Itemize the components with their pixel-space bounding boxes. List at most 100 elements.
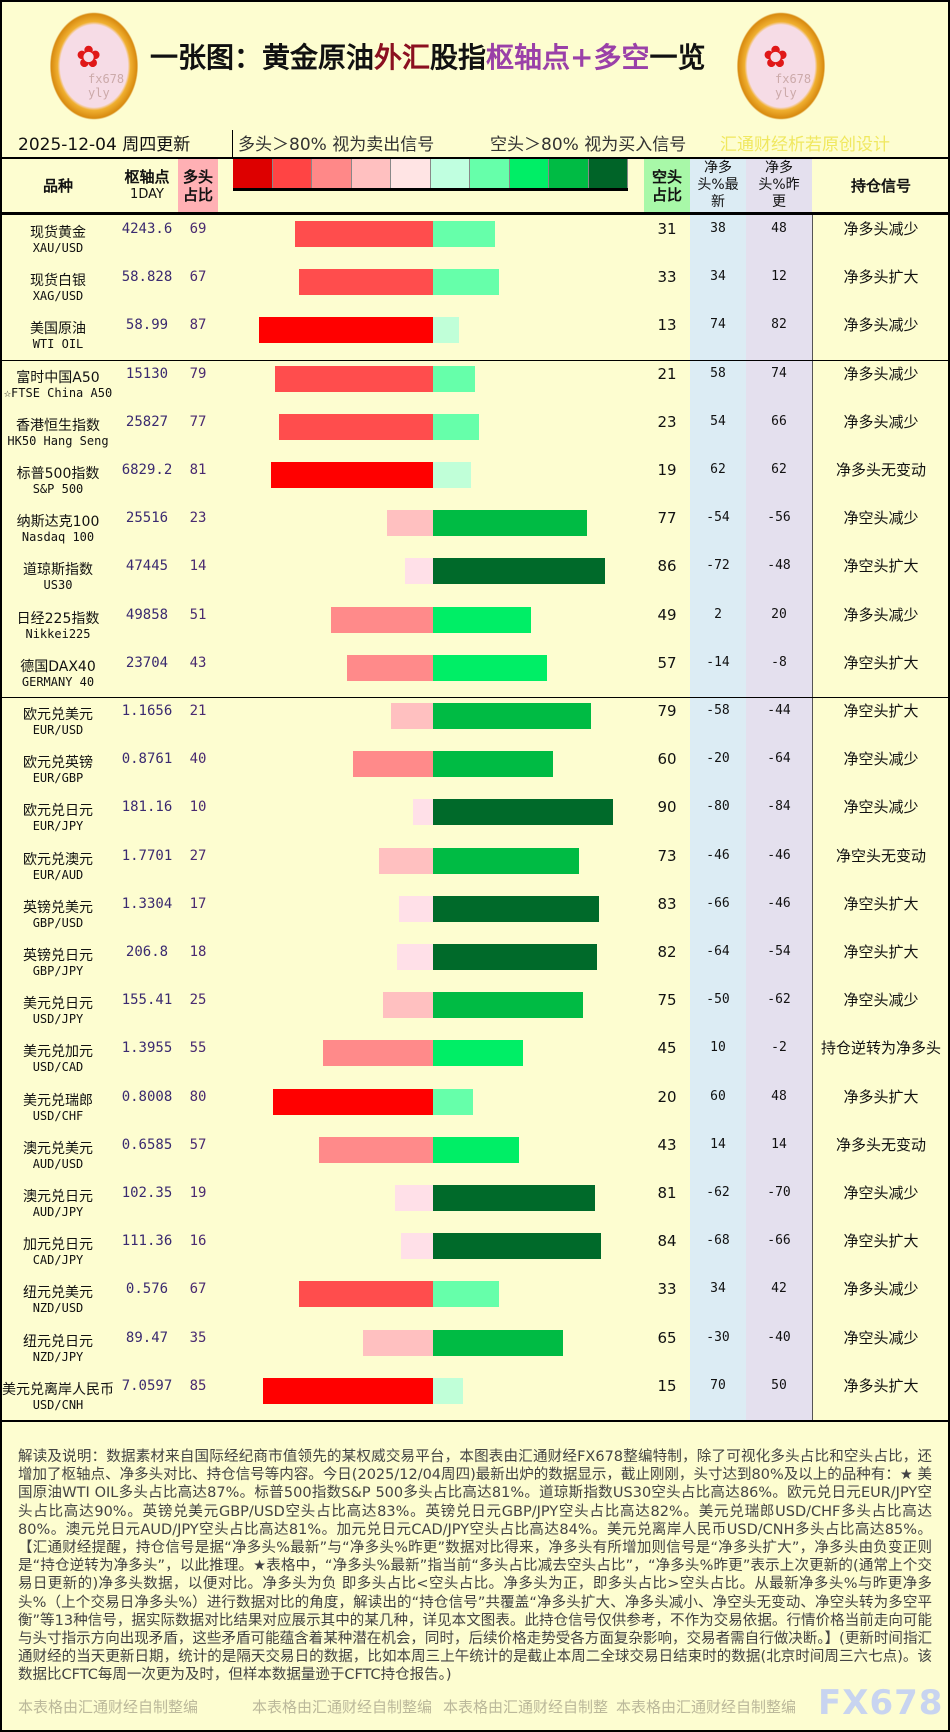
net-long-latest: -64 xyxy=(706,944,730,959)
pivot-value: 1.1656 xyxy=(121,703,173,719)
net-long-prev: -62 xyxy=(767,992,791,1008)
long-percent: 85 xyxy=(189,1377,207,1394)
short-bar xyxy=(433,365,475,392)
pivot-value: 102.35 xyxy=(121,1185,173,1201)
position-signal: 净空头扩大 xyxy=(843,894,919,913)
pivot-value: 111.36 xyxy=(121,1233,173,1250)
position-signal: 净空头扩大 xyxy=(843,653,919,672)
watermark: 本表格由汇通财经自制整编 xyxy=(18,1698,199,1716)
pivot-value: 0.8008 xyxy=(121,1088,173,1105)
position-signal: 净空头无变动 xyxy=(835,846,926,865)
table-header: 品种 枢轴点 1DAY 多头占比 空头占比 净多头%最新 净多头%昨更 持仓信号 xyxy=(0,157,950,215)
instrument-name: 美元兑日元 USD/JPY xyxy=(23,996,93,1027)
short-percent: 33 xyxy=(657,268,677,287)
long-percent: 69 xyxy=(189,221,207,237)
position-signal: 净多头减少 xyxy=(843,364,919,383)
pivot-value: 1.3955 xyxy=(121,1040,173,1057)
position-signal: 净空头减少 xyxy=(843,991,919,1010)
net-long-latest: -68 xyxy=(706,1233,730,1249)
instrument-name: 日经225指数 Nikkei225 xyxy=(16,610,100,641)
short-bar xyxy=(433,606,531,633)
short-bar xyxy=(433,847,579,874)
short-bar xyxy=(433,1377,463,1404)
watermark: 本表格由汇通财经自制整编 xyxy=(616,1698,797,1716)
net-long-prev: -44 xyxy=(767,703,791,718)
col-short: 空头占比 xyxy=(644,159,690,212)
net-long-latest: -72 xyxy=(706,558,730,574)
long-percent: 25 xyxy=(189,992,207,1009)
watermark: 本表格由汇通财经自制整编 xyxy=(252,1698,433,1716)
update-date: 2025-12-04 周四更新 xyxy=(18,135,191,155)
pivot-value: 4243.6 xyxy=(121,221,173,237)
short-bar xyxy=(433,510,587,537)
instrument-name: 现货黄金 XAU/USD xyxy=(30,225,86,256)
color-legend xyxy=(233,159,628,191)
net-long-latest: -66 xyxy=(706,895,730,911)
net-long-prev: -48 xyxy=(767,558,791,574)
long-bar xyxy=(399,895,433,922)
legend-swatch xyxy=(272,159,312,188)
long-percent: 21 xyxy=(189,703,207,719)
instrument-name: 道琼斯指数 US30 xyxy=(23,562,93,593)
long-percent: 23 xyxy=(189,510,207,527)
instrument-name: 欧元兑英镑 EUR/GBP xyxy=(23,755,93,786)
legend-swatch xyxy=(509,159,549,188)
net-long-latest: 34 xyxy=(710,1281,726,1297)
long-percent: 18 xyxy=(189,944,207,960)
table-row: 标普500指数 S&P 500 6829.2 81 19 62 62 净多头无变动 xyxy=(0,456,950,504)
position-signal: 持仓逆转为净多头 xyxy=(820,1039,941,1058)
net-long-prev: -70 xyxy=(767,1185,791,1200)
net-long-prev: 66 xyxy=(771,413,787,429)
table-row: 英镑兑日元 GBP/JPY 206.8 18 82 -64 -54 净空头扩大 xyxy=(0,938,950,986)
short-bar xyxy=(433,703,591,729)
short-percent: 21 xyxy=(657,364,677,383)
table-bottom xyxy=(0,1420,950,1422)
net-long-prev: 14 xyxy=(771,1136,787,1152)
instrument-name: 澳元兑日元 AUD/JPY xyxy=(23,1189,93,1220)
footer-explanation: 解读及说明：数据素材来自国际经纪商市值领先的某权威交易平台，本图表由汇通财经FX… xyxy=(18,1449,932,1684)
short-bar xyxy=(433,317,459,344)
short-percent: 84 xyxy=(657,1232,677,1251)
long-bar xyxy=(295,221,433,247)
net-long-latest: -80 xyxy=(706,799,730,815)
legend-swatch xyxy=(391,159,431,188)
short-bar xyxy=(433,751,553,778)
net-long-latest: 60 xyxy=(710,1088,726,1104)
watermark: 本表格由汇通财经自制整 xyxy=(443,1698,609,1716)
table-row: 美国原油 WTI OIL 58.99 87 13 74 82 净多头减少 xyxy=(0,311,950,359)
instrument-name: 欧元兑日元 EUR/JPY xyxy=(23,803,93,834)
table-row: 现货黄金 XAU/USD 4243.6 69 31 38 48 净多头减少 xyxy=(0,215,950,263)
net-long-prev: -8 xyxy=(771,654,787,670)
short-note: 空头＞80% 视为买入信号 xyxy=(490,135,687,155)
short-bar xyxy=(433,462,471,488)
pivot-value: 1.3304 xyxy=(121,895,173,912)
instrument-name: 纳斯达克100 Nasdaq 100 xyxy=(16,514,100,545)
net-long-prev: -2 xyxy=(771,1040,787,1056)
legend-swatch xyxy=(430,159,470,188)
short-bar xyxy=(433,558,605,585)
long-bar xyxy=(279,413,433,440)
legend-swatch xyxy=(351,159,391,188)
table-row: 美元兑瑞郎 USD/CHF 0.8008 80 20 60 48 净多头扩大 xyxy=(0,1083,950,1131)
net-long-latest: -58 xyxy=(706,703,730,718)
short-percent: 45 xyxy=(657,1039,677,1058)
table-row: 欧元兑英镑 EUR/GBP 0.8761 40 60 -20 -64 净空头减少 xyxy=(0,745,950,793)
short-bar xyxy=(433,895,599,922)
net-long-latest: -46 xyxy=(706,847,730,863)
pivot-value: 0.6585 xyxy=(121,1136,173,1153)
long-bar xyxy=(397,944,433,970)
table-row: 加元兑日元 CAD/JPY 111.36 16 84 -68 -66 净空头扩大 xyxy=(0,1227,950,1275)
legend-swatch xyxy=(312,159,352,188)
flower-icon: ✿ xyxy=(763,40,789,75)
net-long-latest: 70 xyxy=(710,1377,726,1393)
long-bar xyxy=(347,654,433,681)
long-bar xyxy=(319,1136,433,1163)
pivot-value: 25516 xyxy=(125,510,169,527)
long-percent: 55 xyxy=(189,1040,207,1057)
long-percent: 43 xyxy=(189,654,207,671)
pivot-value: 0.576 xyxy=(125,1281,169,1298)
long-percent: 79 xyxy=(189,365,207,382)
long-bar xyxy=(275,365,433,392)
short-bar xyxy=(433,1329,563,1356)
long-percent: 57 xyxy=(189,1136,207,1153)
